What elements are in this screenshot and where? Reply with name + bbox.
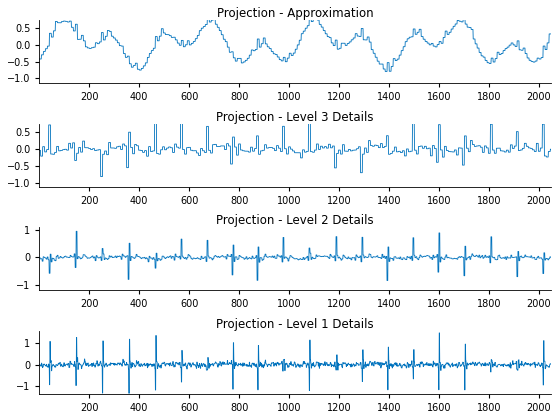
Title: Projection - Level 1 Details: Projection - Level 1 Details (216, 318, 374, 331)
Title: Projection - Level 3 Details: Projection - Level 3 Details (217, 110, 374, 123)
Title: Projection - Level 2 Details: Projection - Level 2 Details (216, 214, 374, 227)
Title: Projection - Approximation: Projection - Approximation (217, 7, 374, 20)
